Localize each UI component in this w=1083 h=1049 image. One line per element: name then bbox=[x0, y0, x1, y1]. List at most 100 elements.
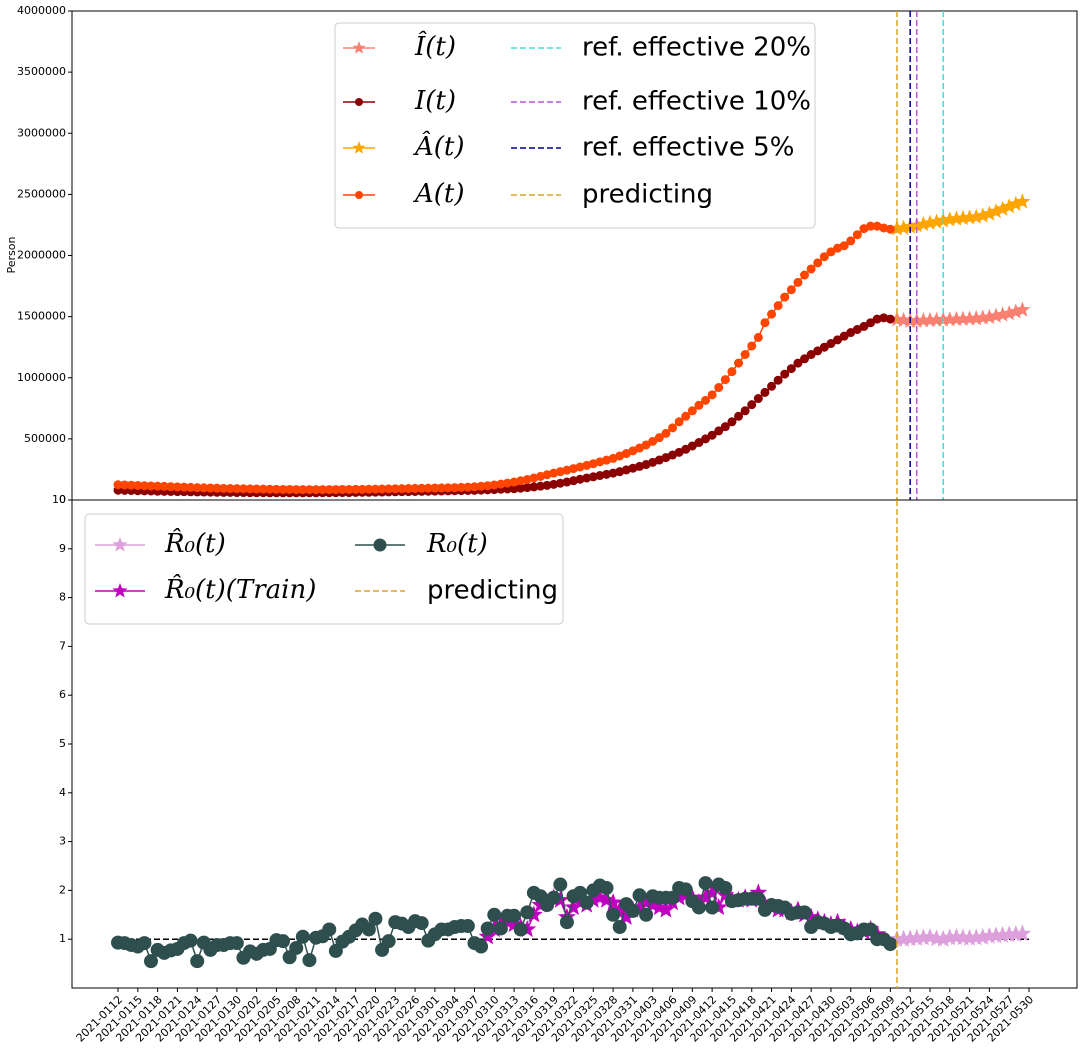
circle-marker bbox=[487, 907, 502, 922]
circle-marker bbox=[707, 430, 717, 440]
circle-marker bbox=[414, 916, 429, 931]
circle-marker bbox=[800, 354, 810, 364]
circle-marker bbox=[720, 375, 730, 385]
y-tick-label: 2000000 bbox=[17, 249, 66, 262]
legend-label: R̂₀(t)(Train) bbox=[164, 574, 316, 605]
circle-marker bbox=[806, 264, 816, 274]
star-marker bbox=[1014, 301, 1031, 317]
circle-marker bbox=[579, 895, 594, 910]
circle-marker bbox=[701, 395, 711, 405]
circle-marker bbox=[753, 332, 763, 342]
circle-marker bbox=[698, 876, 713, 891]
circle-marker bbox=[780, 369, 790, 379]
star-marker bbox=[478, 927, 497, 945]
circle-marker bbox=[606, 907, 621, 922]
legend-label: I(t) bbox=[414, 86, 456, 116]
circle-marker bbox=[460, 919, 475, 934]
circle-marker bbox=[846, 236, 856, 246]
circle-marker bbox=[734, 358, 744, 368]
y-tick-label: 6 bbox=[59, 688, 66, 701]
circle-marker bbox=[714, 426, 724, 436]
circle-marker bbox=[144, 954, 159, 969]
legend-label: Â(t) bbox=[413, 130, 465, 162]
circle-marker bbox=[734, 411, 744, 421]
y-tick-label: 5 bbox=[59, 737, 66, 750]
circle-marker bbox=[747, 341, 757, 351]
circle-marker bbox=[797, 905, 812, 920]
circle-marker bbox=[705, 900, 720, 915]
circle-marker bbox=[753, 394, 763, 404]
circle-marker bbox=[813, 258, 823, 268]
circle-marker bbox=[674, 417, 684, 427]
y-tick-label: 7 bbox=[59, 639, 66, 652]
y-tick-label: 1000000 bbox=[17, 371, 66, 384]
circle-marker bbox=[839, 241, 849, 251]
circle-marker bbox=[381, 934, 396, 949]
circle-marker bbox=[747, 400, 757, 410]
circle-marker bbox=[289, 940, 304, 955]
circle-marker bbox=[661, 428, 671, 438]
legend-label: Î(t) bbox=[414, 30, 456, 62]
legend-label: predicting bbox=[582, 180, 713, 210]
circle-marker bbox=[773, 375, 783, 385]
circle-marker bbox=[322, 922, 337, 937]
circle-marker bbox=[632, 888, 647, 903]
circle-marker bbox=[786, 285, 796, 295]
circle-marker bbox=[480, 921, 495, 936]
circle-marker bbox=[183, 933, 198, 948]
circle-marker bbox=[612, 920, 627, 934]
circle-marker bbox=[786, 364, 796, 374]
circle-marker bbox=[793, 358, 803, 368]
circle-marker bbox=[863, 922, 878, 937]
circle-marker bbox=[520, 905, 535, 920]
circle-marker bbox=[546, 890, 561, 905]
circle-marker bbox=[668, 423, 678, 433]
circle-marker bbox=[691, 900, 706, 915]
circle-marker bbox=[780, 292, 790, 302]
circle-marker bbox=[727, 367, 737, 377]
legend-label: R̂₀(t) bbox=[164, 528, 226, 559]
circle-marker bbox=[819, 252, 829, 262]
circle-marker bbox=[720, 422, 730, 432]
circle-marker bbox=[687, 406, 697, 416]
circle-marker bbox=[625, 903, 640, 918]
circle-marker bbox=[276, 934, 291, 949]
circle-marker bbox=[767, 309, 777, 319]
circle-marker bbox=[302, 953, 317, 968]
y-tick-label: 500000 bbox=[24, 432, 66, 445]
legend-marker bbox=[112, 537, 128, 552]
legend-label: ref. effective 5% bbox=[582, 133, 794, 163]
circle-marker bbox=[474, 939, 489, 954]
circle-marker bbox=[718, 880, 733, 895]
circle-marker bbox=[727, 417, 737, 427]
circle-marker bbox=[852, 230, 862, 240]
y-tick-label: 1 bbox=[59, 932, 66, 945]
legend-label: ref. effective 20% bbox=[582, 33, 811, 63]
circle-marker bbox=[513, 922, 528, 937]
circle-marker bbox=[361, 922, 376, 937]
circle-marker bbox=[190, 954, 205, 969]
star-marker bbox=[1013, 924, 1032, 942]
circle-marker bbox=[883, 937, 898, 952]
legend-marker bbox=[355, 98, 363, 106]
star-marker bbox=[604, 893, 623, 911]
circle-marker bbox=[800, 270, 810, 280]
y-tick-label: 8 bbox=[59, 591, 66, 604]
y-tick-label: 3000000 bbox=[17, 126, 66, 139]
circle-marker bbox=[599, 880, 614, 895]
circle-marker bbox=[665, 890, 680, 905]
circle-marker bbox=[760, 387, 770, 397]
circle-marker bbox=[368, 911, 383, 926]
circle-marker bbox=[885, 314, 895, 324]
legend-marker bbox=[373, 538, 387, 552]
y-tick-label: 3 bbox=[59, 835, 66, 848]
circle-marker bbox=[678, 882, 693, 897]
y-tick-label: 3500000 bbox=[17, 65, 66, 78]
circle-marker bbox=[137, 936, 152, 951]
circle-marker bbox=[553, 877, 568, 892]
star-marker bbox=[656, 900, 675, 918]
circle-marker bbox=[885, 224, 895, 234]
circle-marker bbox=[740, 350, 750, 360]
y-tick-label: 4000000 bbox=[17, 4, 66, 17]
